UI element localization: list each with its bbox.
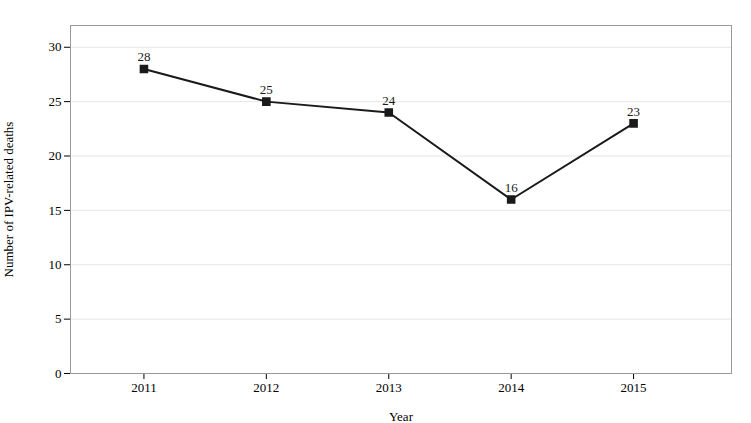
svg-text:23: 23 (627, 104, 640, 119)
svg-text:10: 10 (49, 257, 62, 272)
svg-text:28: 28 (137, 49, 150, 64)
svg-text:30: 30 (49, 39, 62, 54)
svg-text:2014: 2014 (498, 380, 524, 395)
svg-text:2013: 2013 (376, 380, 402, 395)
svg-text:Number of IPV-related deaths: Number of IPV-related deaths (1, 122, 16, 278)
svg-text:16: 16 (505, 180, 518, 195)
svg-text:2015: 2015 (621, 380, 647, 395)
svg-text:24: 24 (382, 93, 396, 108)
svg-text:2011: 2011 (131, 380, 157, 395)
svg-text:25: 25 (49, 94, 62, 109)
svg-text:25: 25 (260, 82, 273, 97)
svg-text:2012: 2012 (253, 380, 279, 395)
svg-text:0: 0 (55, 366, 62, 381)
svg-text:15: 15 (49, 203, 62, 218)
svg-text:Year: Year (389, 409, 414, 423)
svg-text:20: 20 (49, 148, 62, 163)
svg-text:5: 5 (55, 311, 62, 326)
